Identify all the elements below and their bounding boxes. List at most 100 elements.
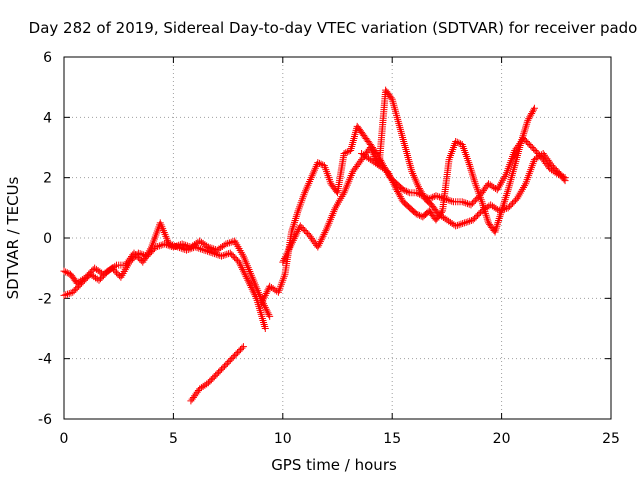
data-point bbox=[391, 182, 399, 190]
data-point bbox=[229, 238, 237, 246]
data-point bbox=[134, 254, 142, 262]
data-point bbox=[209, 374, 217, 382]
data-point bbox=[453, 221, 461, 229]
data-point bbox=[62, 291, 70, 299]
data-point bbox=[462, 218, 470, 226]
data-point bbox=[389, 178, 397, 186]
data-point bbox=[251, 291, 259, 299]
data-point bbox=[243, 274, 251, 282]
data-point bbox=[510, 198, 518, 206]
x-tick-label: 20 bbox=[493, 431, 511, 447]
data-point bbox=[366, 156, 374, 164]
data-point bbox=[286, 244, 294, 252]
data-point bbox=[455, 139, 463, 147]
data-point bbox=[488, 182, 496, 190]
chart-title: Day 282 of 2019, Sidereal Day-to-day VTE… bbox=[29, 19, 638, 37]
data-point bbox=[445, 217, 453, 225]
data-point bbox=[90, 273, 98, 281]
data-point bbox=[531, 147, 539, 155]
data-point bbox=[217, 244, 225, 252]
data-point bbox=[60, 291, 68, 299]
data-point bbox=[492, 204, 500, 212]
data-point bbox=[212, 250, 220, 258]
data-point bbox=[502, 193, 510, 201]
data-point bbox=[69, 288, 77, 296]
data-point bbox=[222, 361, 230, 369]
data-point bbox=[111, 262, 119, 270]
data-point bbox=[245, 278, 253, 286]
data-point bbox=[287, 242, 295, 250]
data-point bbox=[199, 382, 207, 390]
data-point bbox=[261, 303, 269, 311]
data-point bbox=[218, 365, 226, 373]
data-point bbox=[195, 244, 203, 252]
data-point bbox=[101, 270, 109, 278]
data-point bbox=[208, 244, 216, 252]
data-point bbox=[293, 229, 301, 237]
data-point bbox=[204, 379, 212, 387]
data-point bbox=[96, 275, 104, 283]
data-point bbox=[252, 293, 260, 301]
data-point bbox=[361, 152, 369, 160]
data-point bbox=[530, 145, 538, 153]
data-point bbox=[201, 241, 209, 249]
data-point bbox=[468, 170, 476, 178]
data-point bbox=[269, 285, 277, 293]
data-point bbox=[414, 211, 422, 219]
data-point bbox=[317, 236, 325, 244]
data-point bbox=[437, 208, 445, 216]
data-point bbox=[239, 267, 247, 275]
data-point bbox=[228, 355, 236, 363]
data-point bbox=[292, 231, 300, 239]
data-point bbox=[501, 195, 509, 203]
data-point bbox=[380, 165, 388, 173]
data-point bbox=[532, 154, 540, 162]
data-point bbox=[462, 199, 470, 207]
data-point bbox=[469, 172, 477, 180]
data-point bbox=[176, 244, 184, 252]
data-point bbox=[495, 215, 503, 223]
data-point bbox=[530, 156, 538, 164]
data-point bbox=[387, 175, 395, 183]
data-point bbox=[218, 242, 226, 250]
data-point bbox=[174, 243, 182, 251]
data-point bbox=[88, 271, 96, 279]
data-point bbox=[509, 199, 517, 207]
y-tick-label: -6 bbox=[38, 412, 52, 428]
data-point bbox=[204, 243, 212, 251]
data-point bbox=[502, 191, 510, 199]
data-point bbox=[504, 204, 512, 212]
data-point bbox=[172, 242, 180, 250]
data-point bbox=[239, 343, 247, 351]
data-point bbox=[98, 273, 106, 281]
data-point bbox=[458, 198, 466, 206]
data-point bbox=[294, 227, 302, 235]
x-tick-label: 15 bbox=[383, 431, 401, 447]
data-point bbox=[73, 284, 81, 292]
data-point bbox=[483, 213, 491, 221]
data-point bbox=[472, 213, 480, 221]
data-point bbox=[473, 195, 481, 203]
data-point bbox=[219, 364, 227, 372]
data-point bbox=[65, 290, 73, 298]
data-point bbox=[534, 153, 542, 161]
data-point bbox=[301, 226, 309, 234]
data-point bbox=[244, 276, 252, 284]
data-point bbox=[455, 221, 463, 229]
data-point bbox=[457, 220, 465, 228]
data-point bbox=[290, 220, 298, 228]
data-point bbox=[365, 154, 373, 162]
data-point bbox=[459, 220, 467, 228]
data-point bbox=[237, 262, 245, 270]
data-point bbox=[470, 174, 478, 182]
data-point bbox=[507, 201, 515, 209]
data-point bbox=[475, 210, 483, 218]
data-point bbox=[226, 249, 234, 257]
data-point bbox=[193, 244, 201, 252]
data-point bbox=[136, 255, 144, 263]
data-point bbox=[446, 197, 454, 205]
data-point bbox=[388, 177, 396, 185]
data-point bbox=[236, 260, 244, 268]
data-point bbox=[197, 384, 205, 392]
data-point bbox=[196, 237, 204, 245]
